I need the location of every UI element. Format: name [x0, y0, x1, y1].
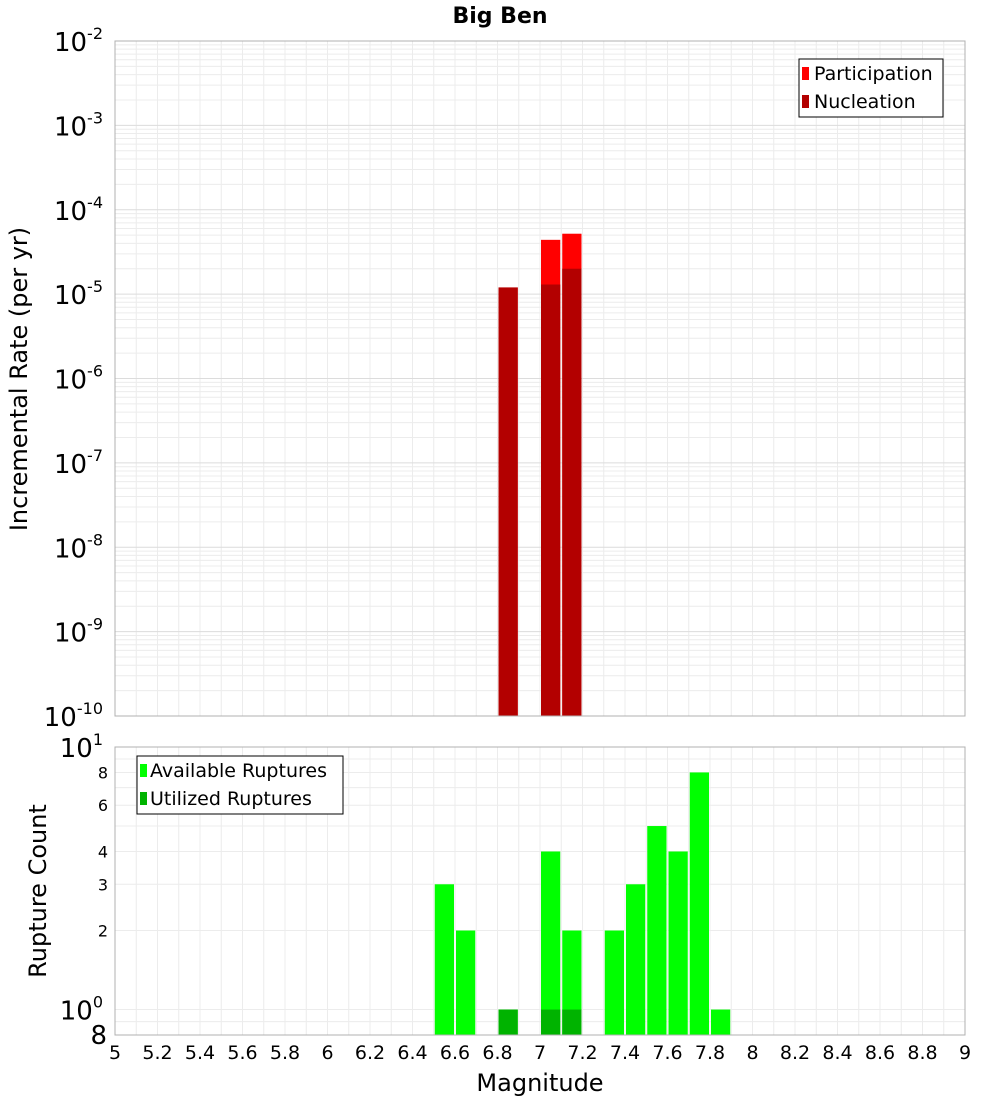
y-tick-label: 10-8 — [54, 530, 103, 564]
legend-label-participation: Participation — [814, 63, 933, 85]
count-y-axis-label: Rupture Count — [24, 804, 52, 978]
available-ruptures-bar — [604, 930, 624, 1035]
available-ruptures-bar — [647, 826, 667, 1035]
legend-label-available: Available Ruptures — [150, 760, 327, 782]
x-tick-label: 7.4 — [610, 1042, 640, 1064]
count-legend-box — [136, 755, 344, 815]
available-ruptures-bar — [626, 884, 646, 1035]
count-x-ticks: 5 5.2 5.4 5.6 5.8 6 6.2 6.4 6.6 6.8 7 7.2 7.4 7.6 7.8 8… — [109, 1042, 971, 1064]
x-tick-label: 5 — [109, 1042, 121, 1064]
x-tick-label: 7.2 — [567, 1042, 597, 1064]
x-tick-label: 7.6 — [652, 1042, 682, 1064]
y-tick-label: 3 — [98, 875, 108, 894]
y-tick-label: 4 — [98, 842, 108, 861]
x-tick-label: 8.2 — [780, 1042, 810, 1064]
nucleation-bar — [562, 268, 582, 716]
x-tick-label: 7.8 — [695, 1042, 725, 1064]
available-ruptures-bar — [711, 1009, 731, 1035]
rate-grid — [114, 41, 966, 717]
y-tick-label: 100 — [60, 993, 103, 1027]
x-tick-label: 6.2 — [355, 1042, 385, 1064]
x-tick-label: 8.8 — [907, 1042, 937, 1064]
x-tick-label: 8.6 — [865, 1042, 895, 1064]
x-tick-label: 5.2 — [142, 1042, 172, 1064]
x-tick-label: 9 — [959, 1042, 971, 1064]
chart-title: Big Ben — [452, 4, 547, 29]
nucleation-bar — [498, 287, 518, 716]
rate-plot-frame — [114, 40, 966, 717]
available-ruptures-bar — [562, 930, 582, 1035]
x-axis-label: Magnitude — [476, 1069, 603, 1097]
count-bars — [434, 772, 731, 1035]
y-tick-label: 10-10 — [44, 699, 103, 733]
x-tick-label: 5.6 — [227, 1042, 257, 1064]
rate-y-ticks: 10-10 10-9 10-8 10-7 10-6 10-5 10-4 10-3 10-2 — [44, 24, 103, 733]
rate-panel: 10-10 10-9 10-8 10-7 10-6 10-5 10-4 10-3 10-2 In… — [5, 24, 966, 733]
x-tick-label: 5.4 — [185, 1042, 215, 1064]
y-tick-label: 10-4 — [54, 193, 103, 227]
y-tick-label: 8 — [90, 1021, 107, 1051]
y-tick-label: 6 — [98, 796, 108, 815]
available-ruptures-bar — [668, 851, 688, 1035]
available-ruptures-bar — [689, 772, 709, 1035]
utilized-ruptures-bar — [541, 1009, 561, 1035]
legend-swatch-participation — [802, 67, 809, 80]
nucleation-bar — [541, 284, 561, 716]
y-tick-label: 101 — [60, 730, 103, 764]
y-tick-label: 10-9 — [54, 615, 103, 649]
y-tick-label: 8 — [98, 763, 108, 782]
legend-label-nucleation: Nucleation — [814, 91, 916, 113]
x-tick-label: 6 — [321, 1042, 333, 1064]
y-tick-label: 10-6 — [54, 362, 103, 396]
y-tick-label: 10-5 — [54, 277, 103, 311]
legend-label-utilized: Utilized Ruptures — [150, 788, 312, 810]
count-legend: Available Ruptures Utilized Ruptures — [136, 755, 344, 815]
legend-swatch-nucleation — [802, 95, 809, 108]
available-ruptures-bar — [434, 884, 454, 1035]
x-tick-label: 6.6 — [440, 1042, 470, 1064]
available-ruptures-bar — [456, 930, 476, 1035]
rate-legend-box — [798, 58, 944, 118]
y-tick-label: 10-3 — [54, 108, 103, 142]
y-tick-label: 10-7 — [54, 446, 103, 480]
x-tick-label: 5.8 — [270, 1042, 300, 1064]
rate-legend: Participation Nucleation — [798, 58, 944, 118]
x-tick-label: 8 — [746, 1042, 758, 1064]
y-tick-label: 10-2 — [54, 24, 103, 58]
count-plot-frame — [114, 746, 966, 1036]
utilized-ruptures-bar — [562, 1009, 582, 1035]
utilized-ruptures-bar — [498, 1009, 518, 1035]
x-tick-label: 6.8 — [482, 1042, 512, 1064]
x-tick-label: 7 — [534, 1042, 546, 1064]
rate-y-axis-label: Incremental Rate (per yr) — [5, 227, 33, 531]
legend-swatch-utilized — [140, 792, 147, 805]
legend-swatch-available — [140, 764, 147, 777]
rate-bars — [498, 233, 582, 716]
x-tick-label: 6.4 — [397, 1042, 427, 1064]
x-tick-label: 8.4 — [822, 1042, 852, 1064]
available-ruptures-bar — [541, 851, 561, 1035]
y-tick-label: 2 — [98, 922, 108, 941]
